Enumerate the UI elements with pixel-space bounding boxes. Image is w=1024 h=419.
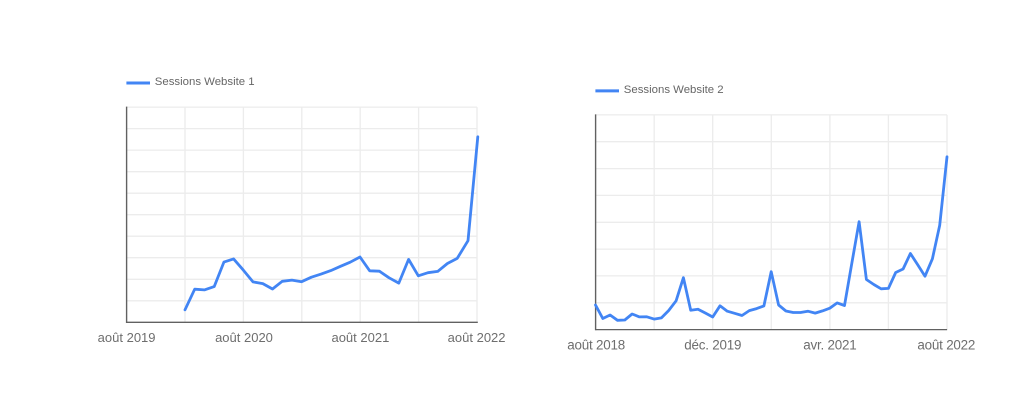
svg-text:août 2020: août 2020: [215, 330, 273, 345]
svg-text:Sessions Website 1: Sessions Website 1: [155, 76, 255, 88]
svg-text:avr. 2021: avr. 2021: [803, 337, 856, 352]
svg-text:août 2022: août 2022: [917, 337, 975, 352]
svg-text:août 2019: août 2019: [98, 330, 156, 345]
svg-text:déc. 2019: déc. 2019: [684, 337, 741, 352]
svg-text:août 2022: août 2022: [448, 330, 506, 345]
svg-text:Sessions Website 2: Sessions Website 2: [624, 84, 724, 96]
svg-text:août 2021: août 2021: [331, 330, 389, 345]
svg-text:août 2018: août 2018: [567, 337, 625, 352]
